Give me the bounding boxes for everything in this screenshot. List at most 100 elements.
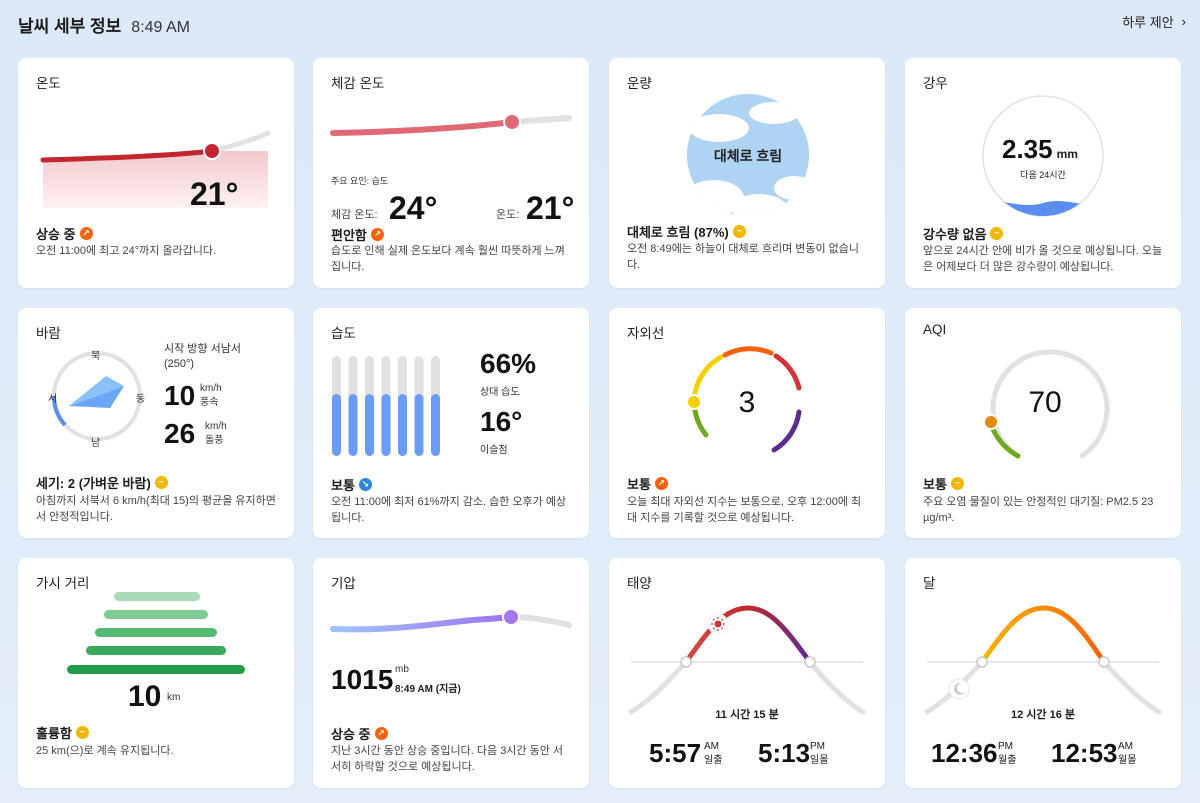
aqi-desc: 주요 오염 물질이 있는 안정적인 대기질: PM2.5 23 µg/m³.	[923, 496, 1154, 524]
trend-flat-icon: ~	[154, 476, 168, 489]
humidity-card[interactable]: 습도 66% 상대 습도 16° 이슬점 보통 ↘ 오전 11:00에 최저 6…	[313, 308, 589, 538]
visibility-bars	[67, 592, 245, 674]
wind-direction: 시작 방향 서남서 (250°)	[164, 343, 241, 370]
humidity-status: 보통 ↘	[331, 475, 372, 494]
wind-gust-label: 돌풍	[205, 435, 224, 446]
pressure-status: 상승 중 ↗	[331, 724, 388, 743]
moonrise-time: 12:36	[931, 738, 998, 768]
sunrise-time: 5:57	[649, 738, 702, 768]
visibility-status: 훌륭함 ~	[36, 723, 89, 742]
current-time: 8:49 AM	[131, 19, 190, 36]
header: 날씨 세부 정보 8:49 AM	[18, 12, 190, 37]
dew-point-value: 16°	[480, 406, 523, 437]
feels-like-card[interactable]: 체감 온도 주요 요인: 습도 체감 온도: 24° 온도: 21° 편안함 ↗…	[313, 58, 589, 288]
pressure-unit: mb	[395, 664, 409, 675]
cloud-cover-title: 운량	[627, 76, 652, 91]
wind-speed-label: 풍속	[200, 397, 219, 408]
humidity-bar-fill	[414, 394, 424, 456]
humidity-status-label: 보통	[331, 478, 355, 493]
moon-title: 달	[923, 576, 936, 591]
moon-duration: 12 시간 16 분	[1011, 709, 1075, 721]
uv-value: 3	[738, 386, 756, 419]
sun-card[interactable]: 태양 11 시간 15 분 5:57 AM 일출 5:13 PM 일몰	[609, 558, 885, 788]
cloud-status: 대체로 흐림 (87%) ~	[627, 222, 746, 241]
temperature-card[interactable]: 온도 21° 상승 중 ↗ 오전 11:00에 최고 24°까지 올라갑니다.	[18, 58, 294, 288]
sun-path-graph	[628, 605, 866, 715]
rainfall-circle	[982, 95, 1104, 217]
humidity-bar-fill	[431, 394, 440, 456]
wind-compass	[51, 351, 142, 441]
daily-suggestion-label: 하루 제안	[1122, 15, 1174, 30]
trend-flat-icon: ~	[732, 225, 746, 238]
trend-down-icon: ↘	[358, 478, 372, 491]
trend-flat-icon: ~	[75, 726, 89, 739]
uv-status-label: 보통	[627, 477, 651, 492]
moon-card[interactable]: 달 12 시간 16 분 12:36 PM 월출 12:53 AM 월몰	[905, 558, 1181, 788]
moonset-label: 월몰	[1118, 755, 1137, 766]
wind-gust-unit: km/h	[205, 421, 227, 432]
cloud-desc: 오전 8:49에는 하늘이 대체로 흐리며 변동이 없습니다.	[627, 243, 860, 271]
uv-gauge	[686, 346, 802, 453]
moonset-time: 12:53	[1051, 738, 1118, 768]
feels-like-title: 체감 온도	[331, 76, 385, 91]
trend-up-icon: ↗	[374, 727, 388, 740]
visibility-status-label: 훌륭함	[36, 726, 72, 741]
sunset-time: 5:13	[758, 738, 811, 768]
feels-label: 체감 온도:	[331, 209, 378, 221]
trend-flat-icon: ~	[990, 227, 1004, 240]
temperature-desc: 오전 11:00에 최고 24°까지 올라갑니다.	[36, 245, 217, 257]
wind-speed-unit: km/h	[200, 383, 222, 394]
page-title: 날씨 세부 정보	[18, 17, 122, 36]
compass-west: 서	[48, 394, 58, 405]
uv-card[interactable]: 자외선 3 보통 ↗ 오늘 최대 자외선 지수는 보통으로, 오후 12:00에…	[609, 308, 885, 538]
uv-status: 보통 ↗	[627, 474, 668, 493]
cloud-circle-label: 대체로 흐림	[713, 148, 783, 164]
pressure-value: 1015	[331, 664, 394, 695]
daily-suggestion-link[interactable]: 하루 제안 ›	[1122, 12, 1186, 31]
wind-status: 세기: 2 (가벼운 바람) ~	[36, 473, 168, 492]
humidity-bar-fill	[398, 394, 407, 456]
rainfall-card[interactable]: 강우 2.35 mm 다음 24시간 강수량 없음 ~ 앞으로 24시간 안에 …	[905, 58, 1181, 288]
moonset-ampm: AM	[1118, 741, 1133, 752]
visibility-card[interactable]: 가시 거리 10 km 훌륭함 ~ 25 km(으)로 계속 유지됩니다.	[18, 558, 294, 788]
pressure-time: 8:49 AM (지금)	[395, 684, 461, 695]
moonrise-meta: PM 월출	[998, 740, 1016, 768]
pressure-card[interactable]: 기압 1015 mb 8:49 AM (지금) 상승 중 ↗ 지난 3시간 동안…	[313, 558, 589, 788]
feels-status-label: 편안함	[331, 228, 367, 243]
feels-factor: 주요 요인: 습도	[331, 176, 389, 186]
cloud-cover-card[interactable]: 운량 대체로 흐림 대체로 흐림 (87%) ~ 오전 8:49에는 하늘이 대…	[609, 58, 885, 288]
temperature-status-label: 상승 중	[36, 227, 76, 242]
wind-speed: 10	[164, 380, 196, 411]
wind-gust: 26	[164, 418, 196, 449]
aqi-title: AQI	[923, 322, 947, 337]
temperature-graph	[40, 130, 271, 208]
actual-temp-value: 21°	[526, 190, 575, 226]
moonrise-ampm: PM	[998, 741, 1013, 752]
dew-point-label: 이슬점	[480, 445, 508, 456]
wind-card[interactable]: 바람 북 남 동 서 시작 방향 서남서 (250°) 10 km/h 풍속 2…	[18, 308, 294, 538]
compass-east: 동	[136, 394, 146, 405]
rainfall-value-group: 2.35 mm	[1002, 134, 1078, 165]
moon-path-graph	[924, 605, 1162, 715]
wind-gust-meta: km/h 돌풍	[205, 420, 227, 448]
rainfall-status: 강수량 없음 ~	[923, 224, 1004, 243]
humidity-label: 상대 습도	[480, 387, 520, 398]
pressure-graph	[330, 608, 572, 633]
wind-title: 바람	[36, 326, 61, 341]
aqi-card[interactable]: AQI 70 보통 ~ 주요 오염 물질이 있는 안정적인 대기질: PM2.5…	[905, 308, 1181, 538]
aqi-gauge	[983, 349, 1110, 459]
compass-south: 남	[91, 438, 101, 449]
rainfall-value: 2.35	[1002, 134, 1053, 164]
sunrise-meta: AM 일출	[704, 740, 722, 768]
humidity-title: 습도	[331, 326, 356, 341]
temperature-status: 상승 중 ↗	[36, 224, 93, 243]
aqi-value: 70	[1028, 386, 1062, 419]
humidity-bar-fill	[365, 394, 374, 456]
humidity-desc: 오전 11:00에 최저 61%까지 감소. 습한 오후가 예상됩니다.	[331, 496, 567, 524]
trend-up-icon: ↗	[370, 228, 384, 241]
feels-like-graph	[330, 113, 572, 136]
aqi-status: 보통 ~	[923, 474, 964, 493]
trend-flat-icon: ~	[950, 477, 964, 490]
trend-up-icon: ↗	[654, 477, 668, 490]
sunrise-ampm: AM	[704, 741, 719, 752]
